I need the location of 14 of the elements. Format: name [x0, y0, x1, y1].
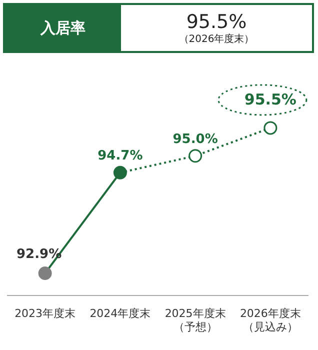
point — [188, 149, 202, 163]
x-tick-label: 2025年度末（予想） — [164, 307, 226, 334]
chart-title: 入居率 — [5, 5, 121, 51]
data-label: 95.5% — [244, 90, 296, 108]
text: （2026年度末） — [178, 32, 254, 46]
data-label: 95.0% — [172, 132, 218, 147]
point — [38, 266, 52, 280]
x-tick-label: 2023年度末 — [14, 307, 76, 320]
x-tick-label: 2024年度末 — [90, 307, 151, 320]
data-label: 94.7% — [98, 148, 143, 164]
chart-subtitle: 95.5% — [186, 10, 247, 32]
x-tick-label: 2026年度末（見込み） — [240, 307, 301, 334]
point — [113, 166, 127, 180]
point — [264, 121, 278, 135]
